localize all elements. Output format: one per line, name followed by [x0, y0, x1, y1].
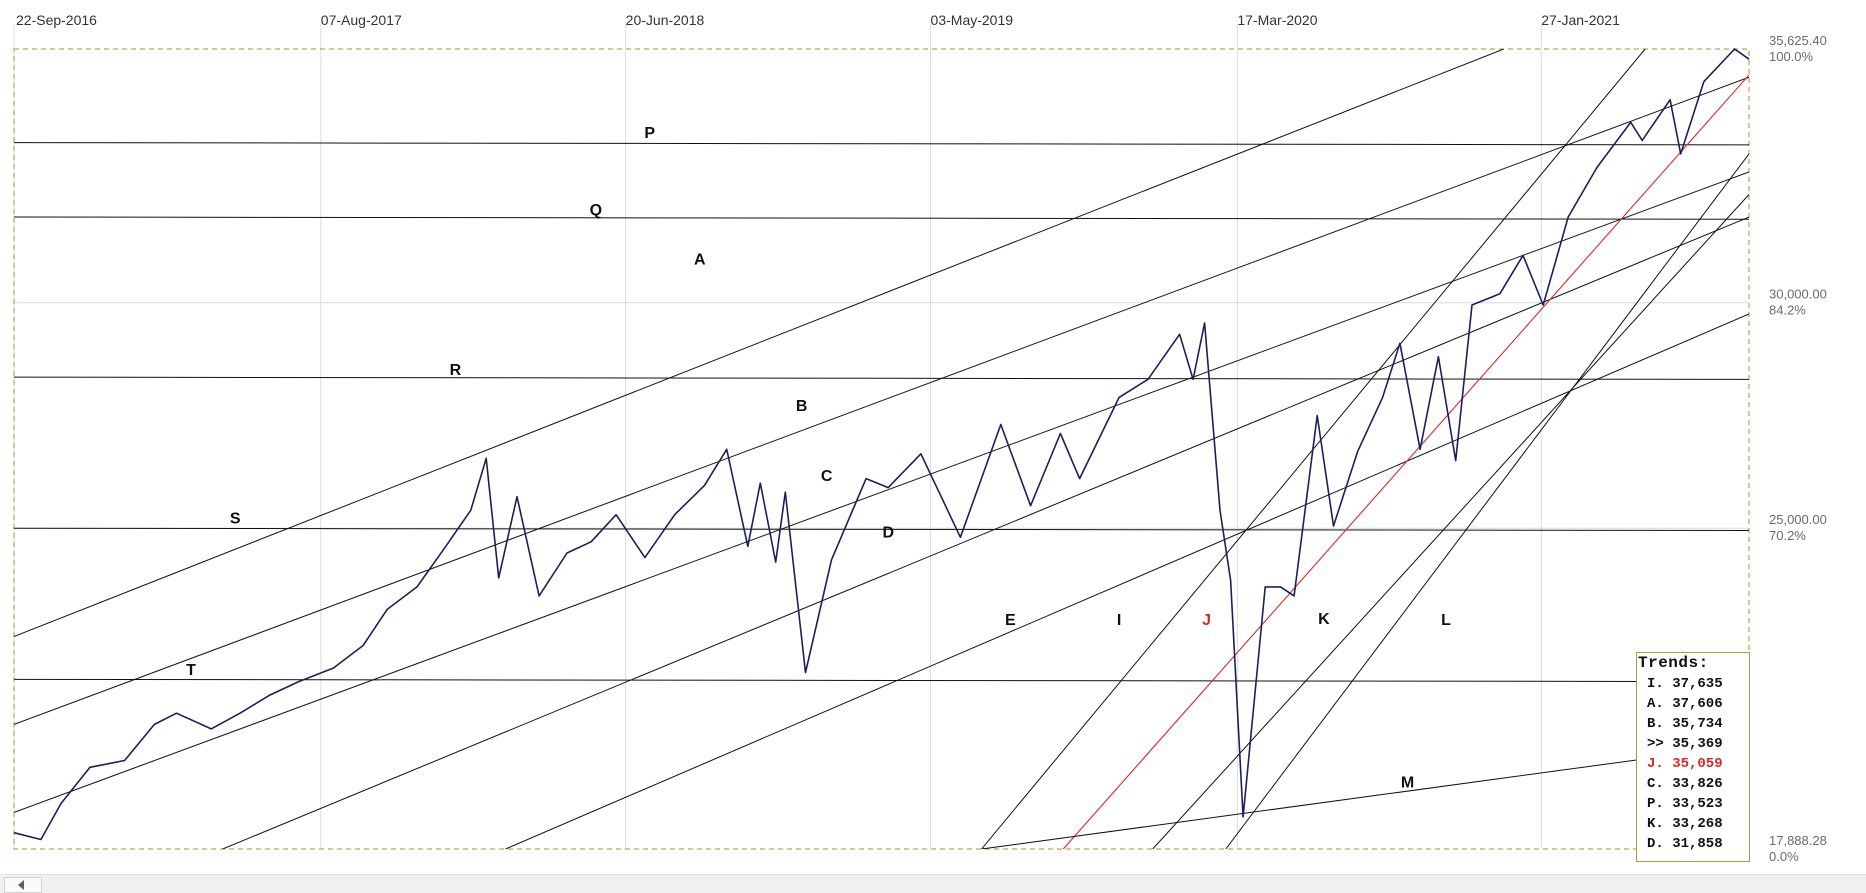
trend-row: P. 33,523 [1647, 796, 1723, 812]
date-axis: 22-Sep-2016 07-Aug-2017 20-Jun-2018 03-May-… [16, 12, 1620, 28]
percent-tick-label: 100.0% [1769, 49, 1814, 64]
trend-line-q[interactable] [14, 216, 1749, 220]
date-tick-label: 17-Mar-2020 [1237, 12, 1317, 28]
percent-tick-label: 70.2% [1769, 528, 1806, 543]
trend-line-t[interactable] [14, 678, 1749, 683]
date-tick-label: 07-Aug-2017 [321, 12, 402, 28]
trend-line-label: P [644, 125, 655, 142]
trend-line-r[interactable] [14, 376, 1749, 380]
trend-line-e[interactable] [505, 313, 1749, 849]
price-tick-label: 25,000.00 [1769, 512, 1827, 527]
price-series-line[interactable] [13, 48, 1750, 841]
trend-line-k[interactable] [1152, 194, 1749, 849]
trend-line-label: R [450, 362, 462, 379]
trend-line-labels: P Q A R B C S D E I J K L T M [186, 125, 1451, 791]
trend-row: K. 33,268 [1647, 816, 1723, 832]
date-tick-label: 27-Jan-2021 [1541, 12, 1620, 28]
scroll-left-button[interactable] [4, 877, 42, 893]
trend-line-c[interactable] [14, 171, 1749, 813]
trend-line-label: S [230, 511, 241, 528]
price-chart[interactable]: P Q A R B C S D E I J K L T M 22-Sep-2016 07-Aug-2017 20… [0, 0, 1866, 874]
trend-line-label: B [796, 398, 808, 415]
date-tick-label: 22-Sep-2016 [16, 12, 97, 28]
trend-line-l[interactable] [1225, 153, 1749, 849]
trends-title: Trends: [1638, 654, 1709, 672]
trend-line-label: D [882, 524, 894, 541]
trend-line-label: M [1401, 775, 1414, 792]
trend-lines [14, 49, 1749, 849]
trend-line-label: Q [590, 202, 602, 219]
price-series [13, 48, 1750, 841]
trend-row: I. 37,635 [1647, 676, 1723, 692]
percent-tick-label: 0.0% [1769, 849, 1799, 864]
trend-line-a[interactable] [14, 49, 1504, 637]
trend-line-j[interactable] [1062, 74, 1749, 849]
chevron-left-icon [18, 880, 24, 890]
trend-line-d[interactable] [222, 216, 1749, 849]
trend-line-m[interactable] [981, 744, 1749, 849]
price-tick-label: 30,000.00 [1769, 287, 1827, 302]
trend-row: J. 35,059 [1647, 756, 1723, 772]
trend-row: B. 35,734 [1647, 716, 1723, 732]
price-tick-label: 35,625.40 [1769, 33, 1827, 48]
date-tick-label: 20-Jun-2018 [626, 12, 705, 28]
trend-line-label: J [1202, 612, 1211, 629]
trends-panel: Trends: I. 37,635 A. 37,606 B. 35,734 >>… [1636, 652, 1750, 862]
trend-row: >> 35,369 [1647, 736, 1723, 752]
trend-line-label: T [186, 662, 196, 679]
plot-area-border [13, 48, 1750, 850]
trend-line-label: L [1441, 612, 1451, 629]
trend-row: A. 37,606 [1647, 696, 1723, 712]
horizontal-scrollbar[interactable] [0, 874, 1866, 893]
trend-line-label: K [1318, 611, 1330, 628]
trend-line-s[interactable] [14, 527, 1749, 531]
price-tick-label: 17,888.28 [1769, 833, 1827, 848]
trend-line-b[interactable] [14, 76, 1749, 725]
trend-line-p[interactable] [14, 142, 1749, 146]
trend-line-label: E [1005, 612, 1016, 629]
trend-row: C. 33,826 [1647, 776, 1723, 792]
date-tick-label: 03-May-2019 [931, 12, 1014, 28]
trend-row: D. 31,858 [1647, 836, 1723, 852]
grid [13, 24, 1749, 849]
trend-line-label: A [694, 251, 706, 268]
percent-tick-label: 84.2% [1769, 303, 1806, 318]
trend-line-label: C [821, 468, 833, 485]
trend-line-label: I [1117, 612, 1121, 629]
